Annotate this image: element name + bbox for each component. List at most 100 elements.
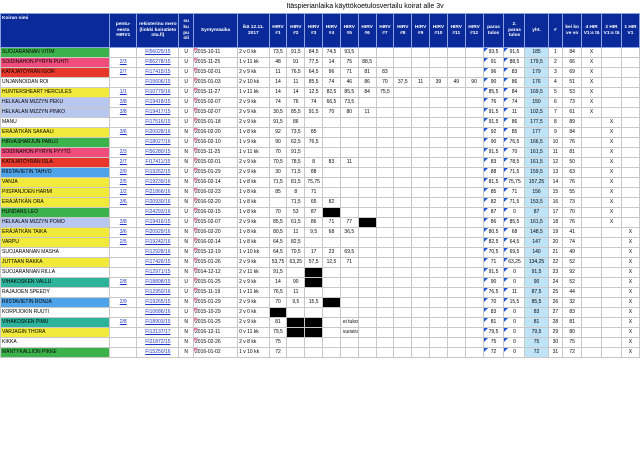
registry-link-cell[interactable]: FI24293/16 xyxy=(136,207,180,218)
column-header[interactable]: HIRV #9 xyxy=(411,13,431,48)
dog-name-cell[interactable]: HELKALAN MIZZYN PINKO xyxy=(0,107,111,118)
column-header[interactable]: HIRV #10 xyxy=(429,13,448,48)
registry-link-cell[interactable]: FI18898/15 xyxy=(136,277,180,288)
litter-cell[interactable]: 2/5 xyxy=(109,177,138,188)
dog-name-cell[interactable]: HIRVASHARJUN PABLO xyxy=(0,137,111,148)
registry-link-cell[interactable]: FI19418/15 xyxy=(136,97,180,108)
column-header[interactable]: HIRV #11 xyxy=(446,13,466,48)
registry-link[interactable]: FI18898/15 xyxy=(145,279,171,285)
dog-name-cell[interactable]: KATAJATÖYRÄN ISLA xyxy=(0,157,111,168)
registry-link[interactable]: FI17516/15 xyxy=(145,119,171,125)
registry-link-cell[interactable]: FI19417/15 xyxy=(136,107,180,118)
registry-link[interactable]: FI13137/17 xyxy=(145,329,171,335)
column-header[interactable]: HIRV #4 xyxy=(322,13,341,48)
registry-link[interactable]: FI18903/15 xyxy=(145,319,171,325)
registry-link[interactable]: FI17415/15 xyxy=(145,69,171,75)
dog-name-cell[interactable]: ERÄJÄTKÄN SAKAALI xyxy=(0,127,111,138)
dog-name-cell[interactable]: VIHAKOSKEN VALLU xyxy=(0,277,111,288)
litter-cell[interactable]: 1/2 xyxy=(109,187,138,198)
registry-link[interactable]: FI12950/16 xyxy=(145,289,171,295)
registry-link-cell[interactable]: FI20930/16 xyxy=(136,197,180,208)
dog-name-cell[interactable]: PIISPANJOEN HARMI xyxy=(0,187,111,198)
registry-link[interactable]: FI17426/15 xyxy=(145,259,171,265)
registry-link[interactable]: FI56280/15 xyxy=(145,149,171,155)
registry-link[interactable]: FI19416/15 xyxy=(145,219,171,225)
registry-link[interactable]: FI21872/15 xyxy=(145,339,171,345)
registry-link-cell[interactable]: FI17516/15 xyxy=(136,117,180,128)
litter-cell[interactable]: 3/8 xyxy=(109,217,138,228)
dog-name-cell[interactable]: MÄNTYKALLION PIKKE xyxy=(0,347,111,358)
registry-link[interactable]: FI10686/16 xyxy=(145,309,171,315)
litter-cell[interactable]: 2/7 xyxy=(109,67,138,78)
dog-name-cell[interactable]: SUOJARANNAN VITIM xyxy=(0,47,111,58)
registry-link-cell[interactable]: FI20929/16 xyxy=(136,227,180,238)
registry-link[interactable]: FI15250/16 xyxy=(145,349,171,355)
column-header[interactable]: paras tulos xyxy=(482,13,505,48)
registry-link-cell[interactable]: FI10779/16 xyxy=(136,87,180,98)
registry-link[interactable]: FI19265/15 xyxy=(145,299,171,305)
registry-link[interactable]: FI19242/16 xyxy=(145,239,171,245)
registry-link-cell[interactable]: FI12950/16 xyxy=(136,287,180,298)
dog-name-cell[interactable]: VANJA xyxy=(0,177,111,188)
litter-cell[interactable]: 3/6 xyxy=(109,197,138,208)
registry-link[interactable]: FI20928/16 xyxy=(145,129,171,135)
dog-name-cell[interactable]: RAJAJOEN SPEEDY xyxy=(0,287,111,298)
dog-name-cell[interactable]: SOIDINAHON PYRYN PYYTÖ xyxy=(0,147,111,158)
registry-link[interactable]: FI10779/16 xyxy=(145,89,171,95)
registry-link-cell[interactable]: FI15606/15 xyxy=(136,77,180,88)
dog-name-cell[interactable]: KIKKA xyxy=(0,337,111,348)
column-header[interactable]: kei ko ve vo xyxy=(562,13,583,48)
registry-link-cell[interactable]: FI17415/15 xyxy=(136,67,180,78)
registry-link-cell[interactable]: FI19265/15 xyxy=(136,297,180,308)
column-header[interactable]: 2. paras tulos xyxy=(503,13,526,48)
registry-link[interactable]: FI12928/16 xyxy=(145,249,171,255)
column-header[interactable]: Koiran nimi xyxy=(0,13,111,48)
registry-link-cell[interactable]: FI18903/15 xyxy=(136,317,180,328)
registry-link[interactable]: FI19417/15 xyxy=(145,109,171,115)
dog-name-cell[interactable]: VARJAGIN THORA xyxy=(0,327,111,338)
registry-link[interactable]: FI19262/15 xyxy=(145,169,171,175)
litter-cell[interactable]: 2/5 xyxy=(109,237,138,248)
dog-name-cell[interactable]: HUNDANS LEO xyxy=(0,207,111,218)
column-header[interactable]: ikä 12.11. 2017 xyxy=(237,13,270,48)
registry-link-cell[interactable]: FI21866/16 xyxy=(136,187,180,198)
dog-name-cell[interactable]: SUOJARANNAN MASHA xyxy=(0,247,111,258)
dog-name-cell[interactable]: VIHAKOSKEN PIMU xyxy=(0,317,111,328)
column-header[interactable]: # xyxy=(547,13,564,48)
column-header[interactable]: HIRV #7 xyxy=(375,13,395,48)
dog-name-cell[interactable]: RIISTAVIETIN TAHVO xyxy=(0,167,111,178)
registry-link[interactable]: FI15606/15 xyxy=(145,79,171,85)
registry-link-cell[interactable]: FI19239/16 xyxy=(136,177,180,188)
litter-cell[interactable]: 2/8 xyxy=(109,277,138,288)
litter-cell[interactable]: 2/7 xyxy=(109,157,138,168)
registry-link-cell[interactable]: FI17426/15 xyxy=(136,257,180,268)
registry-link[interactable]: FI19418/15 xyxy=(145,99,171,105)
litter-cell[interactable]: 3/6 xyxy=(109,227,138,238)
column-header[interactable]: 4 HIR V1:s tä xyxy=(581,13,603,48)
dog-name-cell[interactable]: ERÄJÄTKÄN ORA xyxy=(0,197,111,208)
dog-name-cell[interactable]: MANU xyxy=(0,117,111,128)
column-header[interactable]: HIRV #5 xyxy=(339,13,359,48)
column-header[interactable]: HIRV #2 xyxy=(286,13,306,48)
registry-link[interactable]: FI24293/16 xyxy=(145,209,171,215)
dog-name-cell[interactable]: HELKALAN MIZZYN PEKU xyxy=(0,97,111,108)
dog-name-cell[interactable]: ERÄJÄTKÄN TAIKA xyxy=(0,227,111,238)
registry-link-cell[interactable]: FI19416/15 xyxy=(136,217,180,228)
registry-link-cell[interactable]: FI12928/16 xyxy=(136,247,180,258)
dog-name-cell[interactable]: SUOJARANNAN RILLA xyxy=(0,267,111,278)
registry-link-cell[interactable]: FI13137/17 xyxy=(136,327,180,338)
litter-cell[interactable]: 2/9 xyxy=(109,297,138,308)
litter-cell[interactable]: 3/6 xyxy=(109,127,138,138)
dog-name-cell[interactable]: JUTTAAN RAKKA xyxy=(0,257,111,268)
registry-link[interactable]: FI21866/16 xyxy=(145,189,171,195)
registry-link-cell[interactable]: FI12971/15 xyxy=(136,267,180,278)
column-header[interactable]: 1 HIR V1 xyxy=(620,13,640,48)
litter-cell[interactable]: 1/1 xyxy=(109,87,138,98)
column-header[interactable]: Syntymäaika xyxy=(193,13,239,48)
registry-link-cell[interactable]: FI56280/15 xyxy=(136,147,180,158)
registry-link[interactable]: FI56025/15 xyxy=(145,49,171,55)
column-header[interactable]: rekisterinu mero (linkki koiratieto nta.… xyxy=(136,13,180,48)
registry-link-cell[interactable]: FI21872/15 xyxy=(136,337,180,348)
dog-name-cell[interactable]: RIISTAVIETIN RONJA xyxy=(0,297,111,308)
column-header[interactable]: pentu-eesta HIRV1 xyxy=(109,13,138,48)
